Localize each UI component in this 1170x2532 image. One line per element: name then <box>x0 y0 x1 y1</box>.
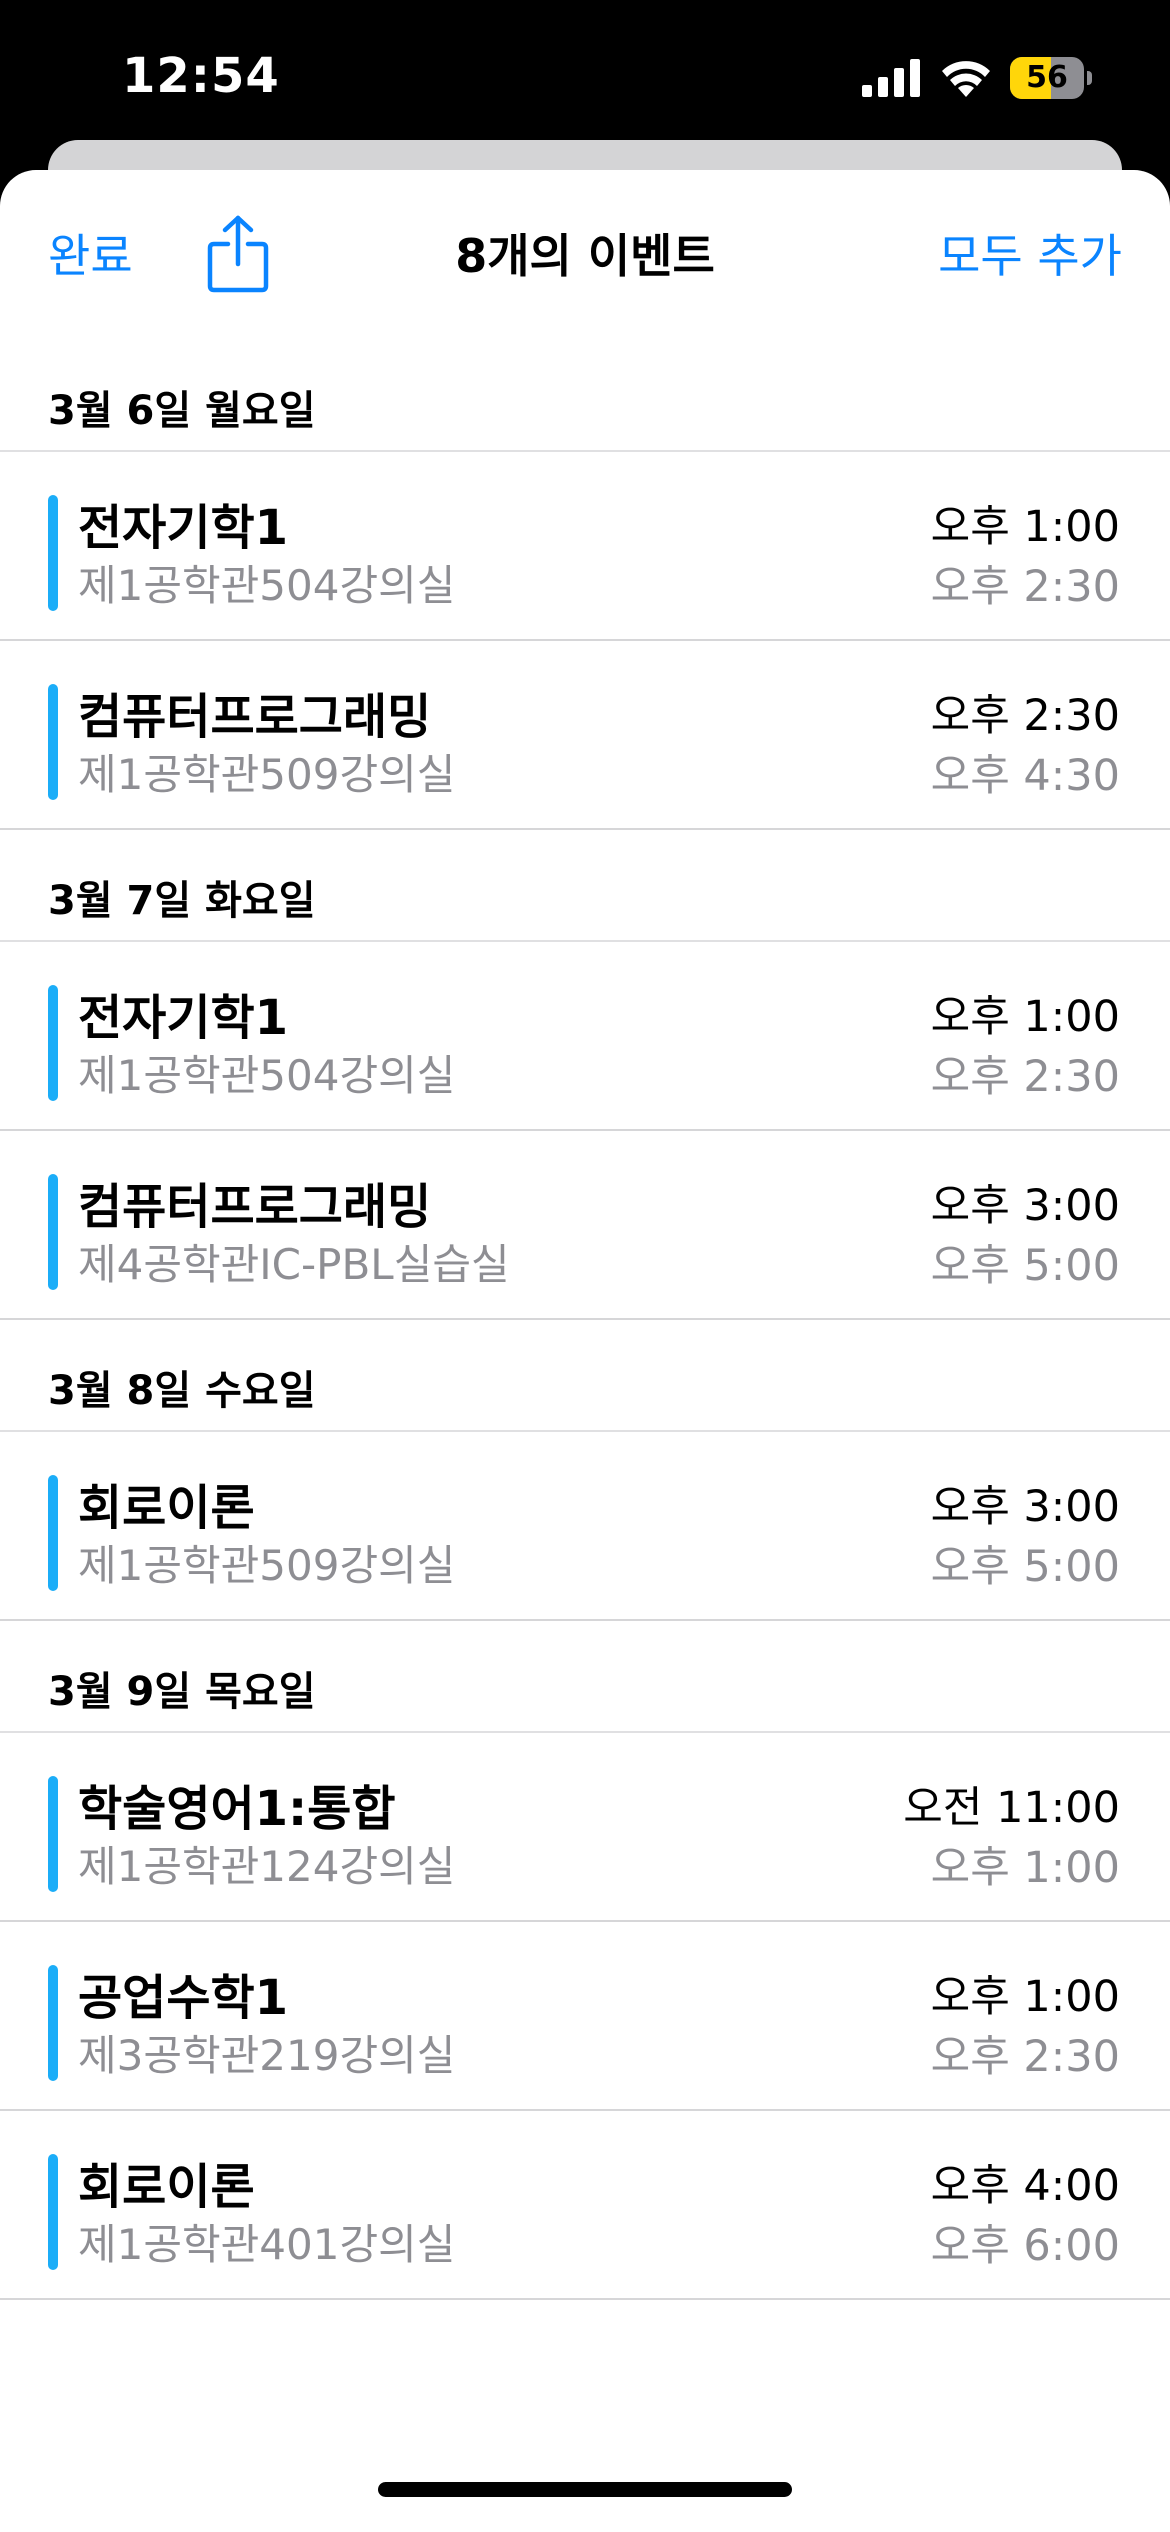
event-location: 제4공학관IC-PBL실습실 <box>78 1240 510 1289</box>
calendar-color-bar <box>48 985 58 1101</box>
event-title: 학술영어1:통합 <box>78 1781 396 1837</box>
wifi-icon <box>942 61 990 97</box>
day-header: 3월 8일 수요일 <box>0 1320 1170 1432</box>
event-title: 회로이론 <box>78 2159 255 2215</box>
event-location: 제1공학관509강의실 <box>78 750 456 799</box>
event-title: 전자기학1 <box>78 500 289 556</box>
event-end-time: 오후 1:00 <box>930 1843 1120 1893</box>
event-title: 회로이론 <box>78 1480 255 1536</box>
day-header: 3월 7일 화요일 <box>0 830 1170 942</box>
status-time: 12:54 <box>122 48 280 104</box>
cellular-signal-icon <box>862 59 920 97</box>
event-end-time: 오후 2:30 <box>930 2032 1120 2082</box>
status-icons: 56 <box>862 56 1092 100</box>
calendar-color-bar <box>48 2154 58 2270</box>
event-location: 제1공학관401강의실 <box>78 2220 456 2269</box>
event-start-time: 오후 2:30 <box>930 691 1120 741</box>
battery-fill <box>1010 57 1052 99</box>
day-header: 3월 6일 월요일 <box>0 340 1170 452</box>
event-start-time: 오전 11:00 <box>903 1783 1120 1833</box>
event-list: 3월 6일 월요일 전자기학1 제1공학관504강의실 오후 1:00 오후 2:30 컴… <box>0 340 1170 2300</box>
event-end-time: 오후 4:30 <box>930 751 1120 801</box>
event-location: 제1공학관124강의실 <box>78 1842 456 1891</box>
calendar-color-bar <box>48 1174 58 1290</box>
event-title: 컴퓨터프로그래밍 <box>78 689 432 745</box>
event-start-time: 오후 3:00 <box>930 1482 1120 1532</box>
calendar-color-bar <box>48 1965 58 2081</box>
battery-level: 56 <box>1026 60 1068 95</box>
event-title: 전자기학1 <box>78 990 289 1046</box>
event-end-time: 오후 2:30 <box>930 1052 1120 1102</box>
day-header-label: 3월 9일 목요일 <box>48 1669 316 1715</box>
event-location: 제1공학관509강의실 <box>78 1541 456 1590</box>
event-start-time: 오후 1:00 <box>930 502 1120 552</box>
calendar-color-bar <box>48 1776 58 1892</box>
home-indicator[interactable] <box>378 2482 792 2497</box>
add-all-button[interactable]: 모두 추가 <box>938 229 1122 283</box>
event-start-time: 오후 3:00 <box>930 1181 1120 1231</box>
day-header-label: 3월 7일 화요일 <box>48 878 316 924</box>
battery-icon: 56 <box>1010 57 1092 99</box>
day-header-label: 3월 6일 월요일 <box>48 388 316 434</box>
event-row[interactable]: 공업수학1 제3공학관219강의실 오후 1:00 오후 2:30 <box>0 1922 1170 2111</box>
event-row[interactable]: 전자기학1 제1공학관504강의실 오후 1:00 오후 2:30 <box>0 942 1170 1131</box>
event-end-time: 오후 5:00 <box>930 1542 1120 1592</box>
nav-bar: 완료 8개의 이벤트 모두 추가 <box>0 170 1170 340</box>
event-start-time: 오후 1:00 <box>930 1972 1120 2022</box>
share-icon[interactable] <box>206 214 270 294</box>
event-start-time: 오후 1:00 <box>930 992 1120 1042</box>
calendar-color-bar <box>48 1475 58 1591</box>
event-location: 제3공학관219강의실 <box>78 2031 456 2080</box>
event-location: 제1공학관504강의실 <box>78 561 456 610</box>
done-button[interactable]: 완료 <box>48 229 133 283</box>
day-header-label: 3월 8일 수요일 <box>48 1368 316 1414</box>
battery-body: 56 <box>1010 57 1084 99</box>
event-end-time: 오후 5:00 <box>930 1241 1120 1291</box>
battery-tip <box>1087 71 1092 85</box>
nav-title: 8개의 이벤트 <box>455 229 715 283</box>
day-header: 3월 9일 목요일 <box>0 1621 1170 1733</box>
calendar-color-bar <box>48 684 58 800</box>
calendar-color-bar <box>48 495 58 611</box>
event-row[interactable]: 전자기학1 제1공학관504강의실 오후 1:00 오후 2:30 <box>0 452 1170 641</box>
status-bar: 12:54 56 <box>0 0 1170 150</box>
event-start-time: 오후 4:00 <box>930 2161 1120 2211</box>
event-end-time: 오후 2:30 <box>930 562 1120 612</box>
event-title: 공업수학1 <box>78 1970 289 2026</box>
day-section: 3월 6일 월요일 전자기학1 제1공학관504강의실 오후 1:00 오후 2:30 컴… <box>0 340 1170 830</box>
event-title: 컴퓨터프로그래밍 <box>78 1179 432 1235</box>
event-end-time: 오후 6:00 <box>930 2221 1120 2271</box>
event-location: 제1공학관504강의실 <box>78 1051 456 1100</box>
